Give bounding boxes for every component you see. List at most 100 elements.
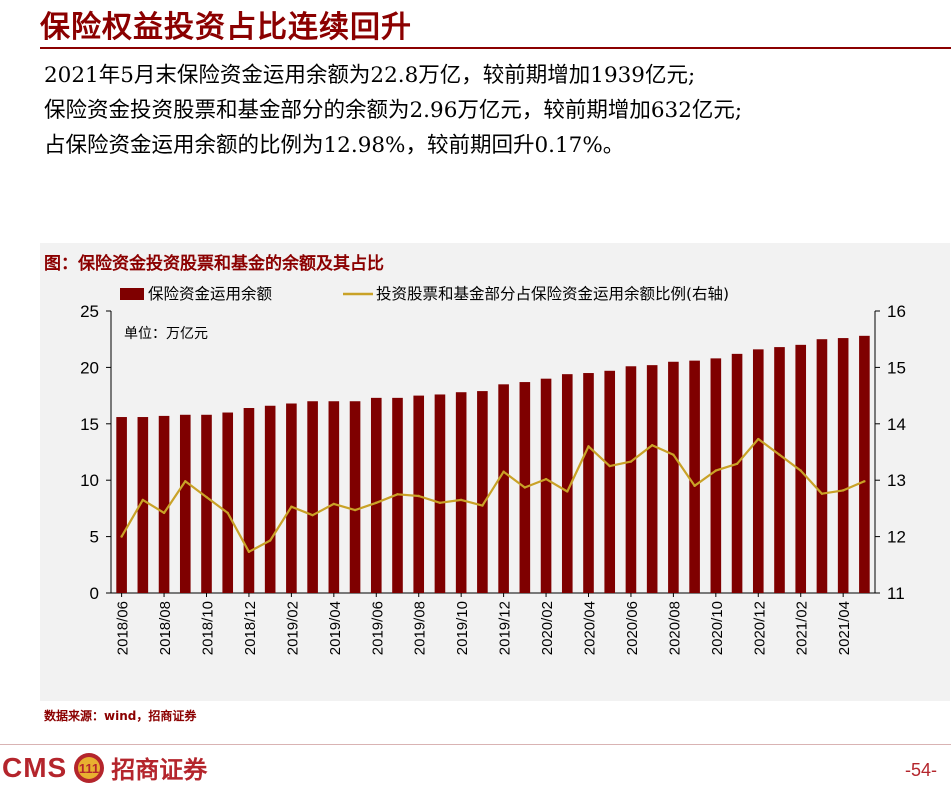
- line-point-2019/11: [481, 504, 484, 507]
- line-point-2019/09: [438, 501, 442, 504]
- line-point-2021/01: [778, 453, 781, 457]
- bar-2019/10: [455, 392, 467, 593]
- bar-2021/04: [837, 338, 849, 593]
- legend-bar-swatch: [120, 288, 144, 300]
- bar-2020/09: [689, 360, 700, 593]
- x-tick-label: 2019/06: [369, 601, 386, 655]
- bar-2019/05: [349, 401, 361, 593]
- line-point-2019/06: [375, 501, 378, 504]
- x-tick-label: 2019/02: [284, 601, 301, 655]
- line-point-2020/02: [544, 477, 548, 481]
- bar-2018/09: [179, 414, 191, 593]
- x-tick-label: 2020/04: [582, 601, 599, 655]
- unit-label: 单位：万亿元: [124, 326, 208, 342]
- bar-2020/05: [604, 370, 616, 593]
- line-point-2018/08: [162, 511, 166, 515]
- bar-2019/12: [498, 384, 509, 593]
- line-point-2019/08: [417, 494, 420, 498]
- line-point-2018/09: [184, 480, 187, 483]
- line-point-2019/04: [332, 502, 336, 506]
- line-point-2020/03: [566, 490, 569, 493]
- line-point-2020/10: [714, 469, 718, 472]
- summary-line-3: 占保险资金运用余额的比例为12.98%，较前期回升0.17%。: [44, 133, 625, 158]
- title-divider: [40, 47, 951, 49]
- x-tick-label: 2018/06: [115, 601, 132, 655]
- y-left-tick-label: 25: [80, 302, 99, 321]
- summary-line-2: 保险资金投资股票和基金部分的余额为2.96万亿元，较前期增加632亿元;: [44, 98, 743, 123]
- line-point-2020/04: [587, 445, 590, 448]
- line-point-2019/07: [396, 493, 399, 496]
- bar-2020/04: [583, 373, 594, 593]
- bar-2020/02: [540, 378, 552, 593]
- bar-2019/02: [286, 403, 297, 593]
- summary-text: 2021年5月末保险资金运用余额为22.8万亿，较前期增加1939亿元; 保险资…: [44, 58, 944, 163]
- bar-2020/11: [731, 353, 743, 593]
- line-series-ratio: [120, 437, 865, 553]
- data-source: 数据来源：wind，招商证券: [44, 709, 197, 723]
- line-point-2018/12: [247, 550, 251, 554]
- bar-2019/11: [477, 391, 488, 593]
- x-tick-label: 2020/12: [751, 601, 768, 655]
- page-number: -54-: [904, 760, 937, 780]
- bar-2021/05: [859, 335, 870, 593]
- x-tick-label: 2018/08: [157, 601, 174, 655]
- brand-logo-group: CMS 111 招商证券: [2, 750, 207, 785]
- bar-2019/09: [434, 394, 446, 593]
- line-point-2020/06: [629, 460, 633, 463]
- x-tick-label: 2020/02: [539, 601, 556, 655]
- line-point-2018/11: [226, 511, 229, 515]
- line-point-2020/01: [523, 486, 527, 489]
- x-tick-label: 2018/12: [242, 601, 259, 655]
- bar-2020/07: [646, 365, 658, 593]
- page-title: 保险权益投资占比连续回升: [40, 10, 412, 45]
- brand-emblem-text: 111: [79, 761, 99, 776]
- bar-2018/08: [158, 415, 170, 593]
- y-right-tick-label: 13: [887, 471, 906, 490]
- line-point-2021/02: [799, 469, 802, 472]
- legend-bar-label: 保险资金运用余额: [148, 284, 273, 303]
- brand-cms-text: CMS: [2, 751, 68, 783]
- bar-2018/10: [201, 414, 212, 593]
- bar-2020/10: [710, 358, 722, 593]
- y-right-tick-label: 16: [887, 302, 906, 321]
- line-point-2018/06: [120, 535, 123, 538]
- x-tick-label: 2019/08: [412, 601, 429, 655]
- line-point-2020/05: [608, 464, 611, 468]
- x-tick-label: 2021/02: [794, 601, 811, 655]
- line-point-2021/03: [820, 492, 824, 495]
- summary-line-1: 2021年5月末保险资金运用余额为22.8万亿，较前期增加1939亿元;: [44, 63, 696, 88]
- line-point-2020/11: [735, 462, 739, 466]
- line-point-2018/10: [205, 495, 208, 499]
- chart-svg: 0 5 10 15 20 25 11 12 13 14 15 16 2018/06 2018/08 2018…: [80, 284, 906, 655]
- chart-caption: 图：保险资金投资股票和基金的余额及其占比: [44, 254, 384, 274]
- x-tick-label: 2018/10: [200, 601, 217, 655]
- line-point-2020/07: [650, 444, 654, 447]
- bar-2018/07: [137, 417, 149, 593]
- bar-2019/04: [328, 401, 340, 593]
- y-left-tick-label: 5: [90, 528, 99, 547]
- x-tick-label: 2019/10: [454, 601, 471, 655]
- bar-2018/11: [222, 412, 234, 593]
- y-right-tick-label: 11: [887, 584, 905, 603]
- bar-2019/03: [307, 401, 318, 593]
- line-point-2019/10: [459, 498, 463, 502]
- bar-2019/08: [413, 395, 425, 593]
- brand-emblem-icon: 111: [74, 752, 105, 783]
- x-tick-label: 2020/10: [709, 601, 726, 655]
- bar-2020/12: [752, 349, 764, 593]
- line-point-2018/07: [141, 498, 145, 502]
- y-left-tick-label: 15: [80, 415, 99, 434]
- bar-2021/01: [774, 347, 785, 593]
- line-point-2019/03: [311, 513, 314, 517]
- x-tick-label: 2020/08: [666, 601, 683, 655]
- line-point-2019/02: [290, 505, 293, 508]
- x-tick-label: 2020/06: [624, 601, 641, 655]
- bar-2021/03: [816, 339, 828, 593]
- line-point-2020/09: [693, 484, 696, 488]
- bar-2018/06: [116, 417, 127, 593]
- x-tick-label: 2019/12: [497, 601, 514, 655]
- bar-2020/06: [625, 366, 637, 593]
- line-point-2019/05: [353, 508, 357, 512]
- bar-2020/03: [561, 374, 573, 593]
- x-tick-label: 2021/04: [836, 601, 853, 655]
